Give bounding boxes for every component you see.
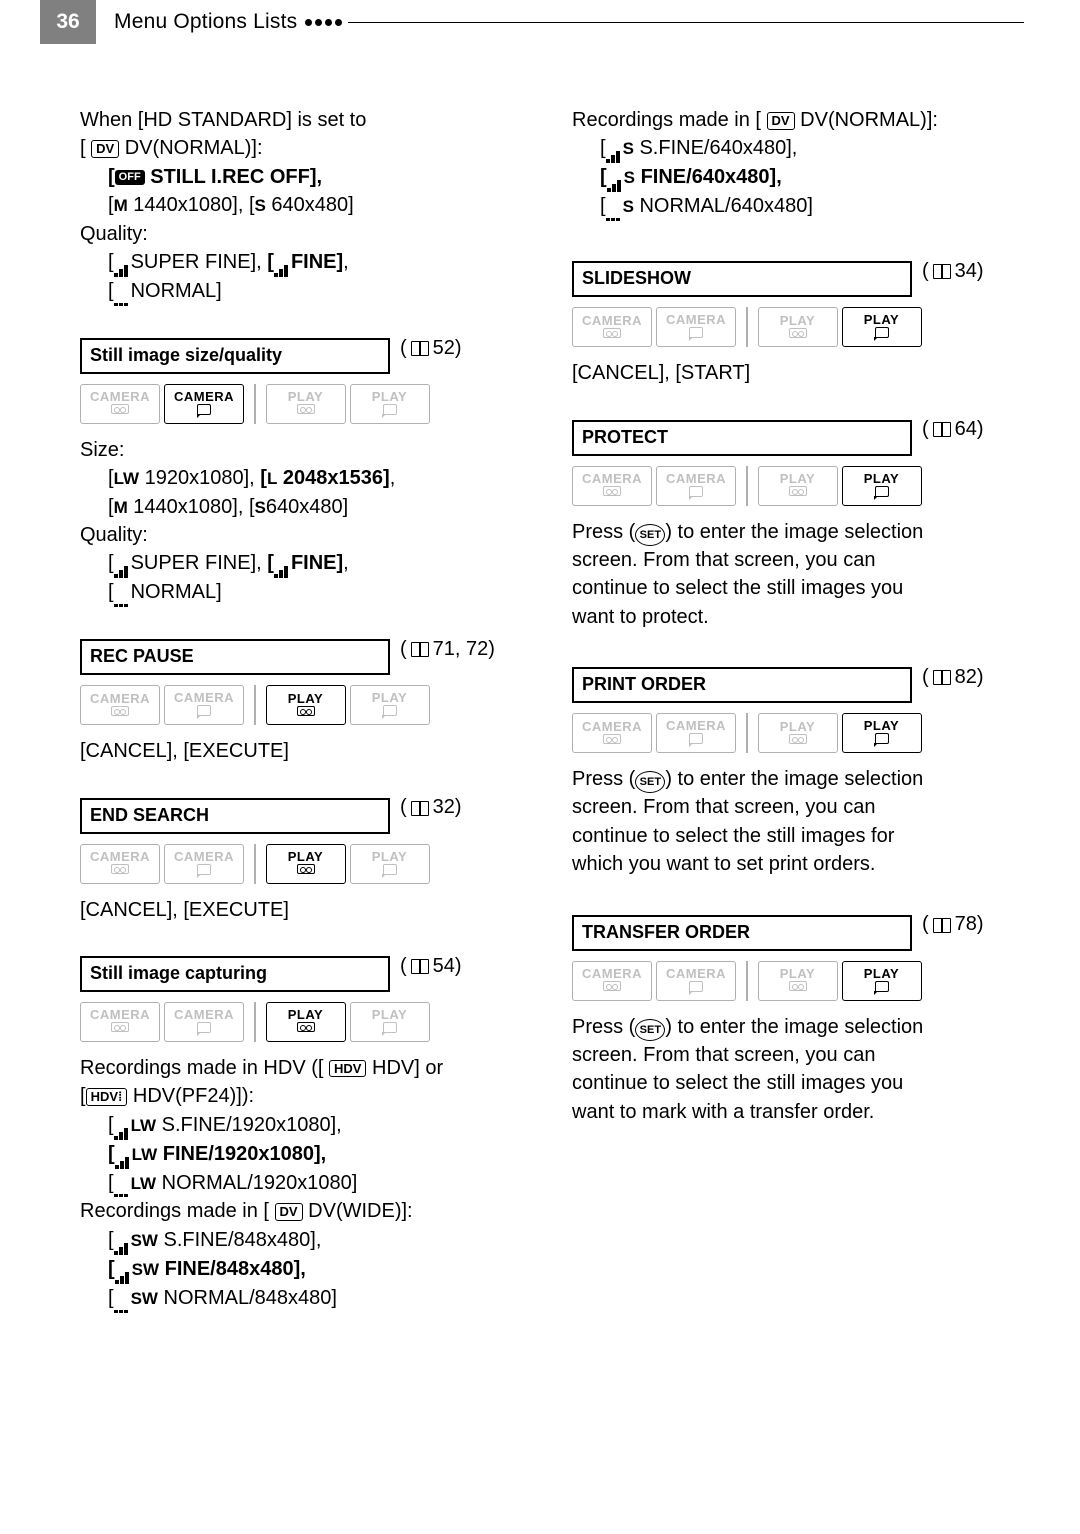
mode-row-8: CAMERA CAMERA PLAY PLAY [572,961,1024,1001]
xfer-text-c: continue to select the still images you [572,1069,1024,1097]
menu-item-print-order: PRINT ORDER ( 82) [572,651,1024,703]
set-button-icon: SET [635,771,665,793]
mode-row-1: CAMERA CAMERA PLAY PLAY [80,384,532,424]
transfer-order-title: TRANSFER ORDER [574,920,910,946]
still-size-ref: ( 52) [400,334,462,362]
xfer-text-b: screen. From that screen, you can [572,1041,1024,1069]
xfer-text: Press (SET) to enter the image selection [572,1013,1024,1041]
dv-badge: DV [91,140,119,158]
sw-sfine: [SW S.FINE/848x480], [80,1226,532,1255]
off-icon: OFF [115,170,145,186]
set-button-icon: SET [635,1019,665,1041]
menu-item-rec-pause: REC PAUSE ( 71, 72) [80,623,532,675]
fine-icon [274,248,289,276]
print-order-title: PRINT ORDER [574,672,910,698]
print-text-b: screen. From that screen, you can [572,793,1024,821]
quality-label: Quality: [80,220,532,248]
header-dots [305,19,342,26]
size-label: Size: [80,436,532,464]
cancel-start: [CANCEL], [START] [572,359,1024,387]
lw-sfine: [LW S.FINE/1920x1080], [80,1111,532,1140]
mode-row-3: CAMERA CAMERA PLAY PLAY [80,844,532,884]
menu-item-still-size: Still image size/quality ( 52) [80,322,532,374]
right-column: Recordings made in [ DV DV(NORMAL)]: [S … [572,106,1024,1313]
still-irec-off: [OFF STILL I.REC OFF], [80,163,532,191]
print-text: Press (SET) to enter the image selection [572,765,1024,793]
lw-l-sizes: [LW 1920x1080], [L 2048x1536], [80,464,532,492]
play-card-mode: PLAY [350,384,430,424]
end-search-title: END SEARCH [82,803,388,829]
menu-item-slideshow: SLIDESHOW ( 34) [572,245,1024,297]
sw-normal: [SW NORMAL/848x480] [80,1284,532,1313]
mode-row-4: CAMERA CAMERA PLAY PLAY [80,1002,532,1042]
slideshow-ref: ( 34) [922,257,984,285]
protect-ref: ( 64) [922,415,984,443]
normal-line: [NORMAL] [80,277,532,306]
protect-title: PROTECT [574,425,910,451]
superfine-icon [114,248,129,276]
dv-icon: DV [767,112,795,130]
hdv-icon: HDV [329,1060,366,1078]
dv-normal-line: [ DV DV(NORMAL)]: [80,134,532,162]
mode-row-2: CAMERA CAMERA PLAY PLAY [80,685,532,725]
s-normal: [S NORMAL/640x480] [572,192,1024,221]
cancel-execute-1: [CANCEL], [EXECUTE] [80,737,532,765]
print-text-c: continue to select the still images for [572,822,1024,850]
play-tape-mode: PLAY [266,384,346,424]
mode-row-7: CAMERA CAMERA PLAY PLAY [572,713,1024,753]
page-number: 36 [40,0,96,44]
rec-pause-ref: ( 71, 72) [400,635,495,663]
end-search-ref: ( 32) [400,793,462,821]
rec-hdv-line: Recordings made in HDV ([ HDV HDV] or [80,1054,532,1082]
still-capture-title: Still image capturing [82,961,388,987]
m-s-sizes: [M 1440x1080], [S 640x480] [80,191,532,219]
s-fine: [S FINE/640x480], [572,163,1024,192]
header-title: Menu Options Lists [114,10,297,34]
page-header: 36 Menu Options Lists [0,0,1080,44]
rec-dvwide-line: Recordings made in [ DV DV(WIDE)]: [80,1197,532,1225]
lw-fine: [LW FINE/1920x1080], [80,1140,532,1169]
protect-text-d: want to protect. [572,603,1024,631]
book-icon [411,341,429,355]
normal-line-2: [NORMAL] [80,578,532,607]
header-rule [348,22,1024,23]
sw-fine: [SW FINE/848x480], [80,1255,532,1284]
hd-standard-line: When [HD STANDARD] is set to [80,106,532,134]
hdv-pf24-line: [HDV⁞ HDV(PF24)]): [80,1082,532,1110]
content-columns: When [HD STANDARD] is set to [ DV DV(NOR… [0,44,1080,1313]
manual-page: 36 Menu Options Lists When [HD STANDARD]… [0,0,1080,1534]
sf-fine-line: [SUPER FINE], [FINE], [80,248,532,277]
left-column: When [HD STANDARD] is set to [ DV DV(NOR… [80,106,532,1313]
lw-normal: [LW NORMAL/1920x1080] [80,1169,532,1198]
normal-icon [114,277,129,305]
sf-fine-line-2: [SUPER FINE], [FINE], [80,549,532,578]
menu-item-protect: PROTECT ( 64) [572,404,1024,456]
cancel-execute-2: [CANCEL], [EXECUTE] [80,896,532,924]
print-order-ref: ( 82) [922,663,984,691]
camera-tape-mode: CAMERA [80,384,160,424]
m-s-sizes-2: [M 1440x1080], [S640x480] [80,493,532,521]
camera-card-mode: CAMERA [164,384,244,424]
mode-row-5: CAMERA CAMERA PLAY PLAY [572,307,1024,347]
print-text-d: which you want to set print orders. [572,850,1024,878]
menu-item-end-search: END SEARCH ( 32) [80,782,532,834]
rec-pause-title: REC PAUSE [82,644,388,670]
rec-dvnormal-line: Recordings made in [ DV DV(NORMAL)]: [572,106,1024,134]
protect-text-c: continue to select the still images you [572,574,1024,602]
still-capture-ref: ( 54) [400,952,462,980]
slideshow-title: SLIDESHOW [574,266,910,292]
dv-icon: DV [275,1203,303,1221]
set-button-icon: SET [635,524,665,546]
transfer-order-ref: ( 78) [922,910,984,938]
protect-text-b: screen. From that screen, you can [572,546,1024,574]
quality-label-2: Quality: [80,521,532,549]
still-size-title: Still image size/quality [82,343,388,369]
hdv-icon: HDV⁞ [86,1088,128,1106]
menu-item-still-capture: Still image capturing ( 54) [80,940,532,992]
xfer-text-d: want to mark with a transfer order. [572,1098,1024,1126]
mode-row-6: CAMERA CAMERA PLAY PLAY [572,466,1024,506]
menu-item-transfer-order: TRANSFER ORDER ( 78) [572,899,1024,951]
s-sfine: [S S.FINE/640x480], [572,134,1024,163]
protect-text: Press (SET) to enter the image selection [572,518,1024,546]
